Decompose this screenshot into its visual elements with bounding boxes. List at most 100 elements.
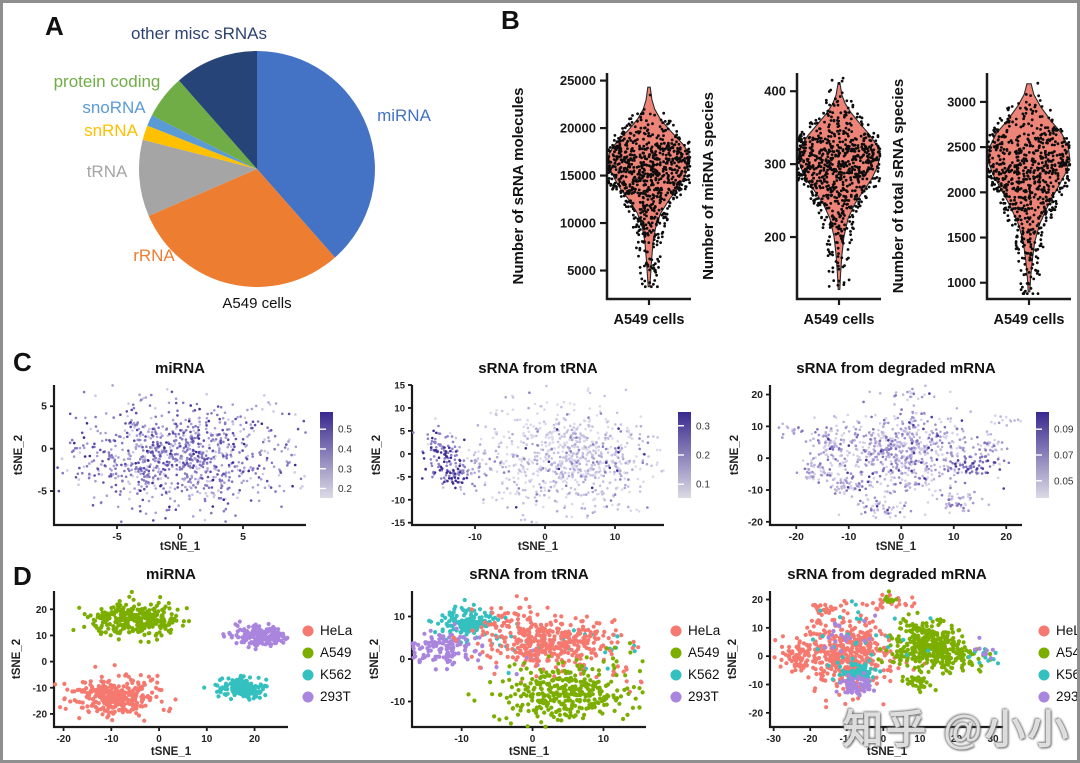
legend-swatch-HeLa: [1038, 625, 1050, 637]
pie-label-snoRNA: snoRNA: [82, 98, 146, 117]
y-tick-label: 200: [764, 230, 786, 245]
pie-label-rRNA: rRNA: [133, 246, 175, 265]
scatter-points-shade-1: [441, 384, 664, 522]
axis: [52, 385, 306, 527]
x-tick-label: -20: [56, 734, 71, 745]
x-axis-title: tSNE_1: [867, 746, 908, 758]
violin-points: [796, 76, 882, 288]
x-axis-title: tSNE_1: [518, 541, 559, 553]
x-axis-title: tSNE_1: [160, 541, 201, 553]
y-tick-label: 400: [764, 84, 786, 99]
x-tick-label: -10: [468, 532, 482, 543]
legend-swatch-K562: [302, 669, 314, 681]
pie-slice-snoRNA: [147, 115, 257, 169]
legend-label-A549: A549: [320, 645, 352, 660]
legend-label-A549: A549: [1056, 645, 1080, 660]
pie-label-protein-coding: protein coding: [54, 72, 161, 91]
watermark: 知乎 @小小吱: [843, 708, 1072, 752]
plot-title: miRNA: [146, 566, 196, 583]
axis: [768, 385, 1022, 527]
scatter-points-shade-4: [73, 404, 297, 509]
y-tick-label: 0: [757, 652, 763, 663]
colorbar-tick-label: 0.3: [338, 464, 352, 475]
colorbar-tick-label: 0.5: [338, 425, 352, 436]
y-tick-label: -10: [33, 683, 48, 694]
y-axis-title: Number of total sRNA species: [890, 79, 907, 294]
violin-plot-total-srna-species: 1000 1500 2000 2500 3000 Number of total sRNA…: [890, 73, 1072, 328]
x-tick-label: -20: [803, 734, 818, 745]
x-tick-label: 0: [881, 734, 887, 745]
pie-slice-snRNA: [142, 125, 257, 169]
x-tick-label: 10: [610, 532, 621, 543]
y-tick-label: -5: [38, 486, 47, 498]
x-tick-label: -10: [840, 734, 855, 745]
cluster-points-A549: [876, 589, 993, 695]
plot-title: sRNA from degraded mRNA: [796, 360, 996, 377]
x-axis-title: A549 cells: [614, 312, 685, 328]
colorbar-tick-label: 0.1: [696, 480, 710, 491]
y-tick-label: 0: [399, 655, 405, 666]
tsne-cluster-plot-mirna: -20 -10 0 10 20 -20 -10 0 10 20 miRNA tSNE_1 tSNE_2 H…: [11, 566, 353, 758]
x-tick-label: -10: [841, 531, 856, 543]
colorbar-tick-label: 0.3: [696, 421, 710, 432]
y-tick-label: 2500: [947, 140, 976, 155]
x-axis-title: tSNE_1: [876, 541, 917, 553]
plot-title: sRNA from tRNA: [478, 360, 598, 377]
scatter-points-shade-1: [72, 384, 298, 518]
legend-swatch-K562: [1038, 669, 1050, 681]
y-tick-label: -10: [391, 495, 405, 506]
y-tick-label: 300: [764, 157, 786, 172]
x-tick-label: 5: [240, 531, 246, 543]
cluster-points-293T: [410, 622, 586, 677]
legend-swatch-293T: [670, 691, 682, 703]
legend-label-293T: 293T: [320, 689, 351, 704]
legend-swatch-293T: [1038, 691, 1050, 703]
x-tick-label: 10: [914, 734, 926, 745]
y-tick-label: 10: [394, 612, 406, 623]
violin-points: [606, 93, 692, 289]
y-axis-title: tSNE_2: [369, 639, 381, 679]
cluster-points-A549: [466, 641, 645, 729]
legend-swatch-293T: [302, 691, 314, 703]
legend-label-293T: 293T: [1056, 689, 1080, 704]
scatter-points-shade-2: [777, 387, 1009, 514]
colorbar: [320, 412, 333, 498]
scatter-points-shade-0: [791, 390, 1023, 519]
y-tick-label: 25000: [560, 73, 596, 88]
x-tick-label: 10: [598, 734, 610, 745]
legend-label-293T: 293T: [688, 689, 719, 704]
x-tick-label: 10: [948, 531, 960, 543]
y-axis-title: tSNE_2: [11, 639, 23, 679]
legend-label-K562: K562: [320, 667, 352, 682]
scatter-points-shade-3: [797, 392, 1011, 515]
y-tick-label: -10: [748, 485, 763, 497]
y-tick-label: 10: [394, 403, 405, 414]
y-tick-label: 10000: [560, 216, 596, 231]
x-tick-label: 30: [987, 734, 999, 745]
legend-swatch-A549: [1038, 647, 1050, 659]
y-tick-label: 5: [400, 426, 406, 437]
legend-label-HeLa: HeLa: [320, 623, 353, 638]
x-tick-label: 0: [898, 531, 904, 543]
scatter-points-shade-0: [60, 388, 306, 522]
panel-b-label: B: [501, 5, 520, 35]
pie-caption: A549 cells: [222, 295, 291, 312]
y-tick-label: 0: [400, 449, 405, 460]
axis: [795, 73, 881, 301]
x-tick-label: 0: [542, 532, 547, 543]
y-tick-label: 15000: [560, 168, 596, 183]
x-tick-label: 10: [201, 734, 213, 745]
axis: [410, 385, 664, 527]
colorbar: [1036, 412, 1049, 498]
y-axis-title: Number of miRNA species: [700, 92, 717, 280]
pie-slice-rRNA: [148, 169, 335, 287]
y-tick-label: 10: [752, 623, 764, 634]
legend-swatch-HeLa: [670, 625, 682, 637]
x-tick-label: -30: [766, 734, 781, 745]
legend-swatch-A549: [302, 647, 314, 659]
y-tick-label: 20: [751, 389, 763, 401]
x-tick-label: -20: [789, 531, 804, 543]
legend-label-K562: K562: [1056, 667, 1080, 682]
legend-swatch-A549: [670, 647, 682, 659]
scatter-points-shade-3: [412, 391, 650, 509]
